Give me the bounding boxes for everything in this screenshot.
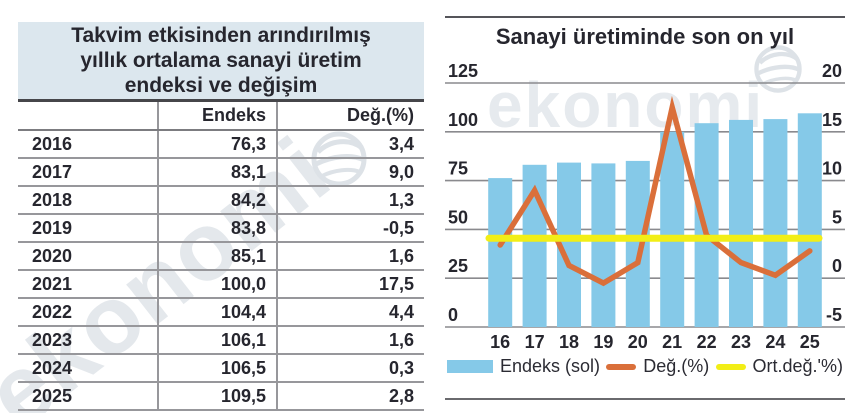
year-cell: 2022 xyxy=(32,301,73,322)
year-cell: 2023 xyxy=(32,329,73,350)
chart-title: Sanayi üretiminde son on yıl xyxy=(495,24,795,49)
deg-line xyxy=(497,95,813,287)
endeks-cell: 76,3 xyxy=(157,131,276,157)
right-axis-tick-label: 5 xyxy=(832,207,842,227)
endeks-bar xyxy=(591,163,616,327)
left-axis-tick-label: 125 xyxy=(448,61,478,81)
x-axis-year-label: 25 xyxy=(800,332,820,352)
endeks-cell: 84,2 xyxy=(157,187,276,213)
x-axis-year-label: 16 xyxy=(490,332,510,352)
endeks-bar xyxy=(625,160,650,327)
table-title: Takvim etkisinden arındırılmış yıllık or… xyxy=(18,22,424,99)
year-cell: 2017 xyxy=(32,161,73,182)
x-axis-year-label: 24 xyxy=(765,332,785,352)
right-axis-tick-label: 15 xyxy=(822,110,842,130)
table-rows: 2016 76,3 3,4 2017 83,1 9,0 2018 84,2 1,3 2019 83,… xyxy=(18,131,424,411)
deg-cell: 3,4 xyxy=(276,131,424,157)
data-table: Endeks Değ.(%) 2016 76,3 3,4 2017 83,1 9,0 201… xyxy=(18,99,424,411)
x-axis-year-label: 22 xyxy=(697,332,717,352)
table-panel: ekonomi Takvim etkisinden arındırılmış y… xyxy=(0,22,424,413)
right-axis-tick-label: 10 xyxy=(822,159,842,179)
legend-swatch-line-icon xyxy=(606,363,637,370)
table-title-line3: endeksi ve değişim xyxy=(124,74,318,97)
table-row: 2024 106,5 0,3 xyxy=(18,355,424,383)
left-axis-tick-label: 50 xyxy=(448,207,468,227)
x-axis-year-label: 17 xyxy=(525,332,545,352)
endeks-bar xyxy=(729,119,753,328)
deg-cell: 2,8 xyxy=(276,383,424,409)
deg-column-header: Değ.(%) xyxy=(276,102,424,129)
endeks-cell: 83,8 xyxy=(157,215,276,241)
year-cell: 2025 xyxy=(32,385,73,406)
endeks-cell: 106,5 xyxy=(157,355,276,381)
year-cell: 2018 xyxy=(32,189,73,210)
x-axis-year-label: 20 xyxy=(628,332,648,352)
left-axis-tick-label: 0 xyxy=(448,305,458,325)
right-axis-tick-label: -5 xyxy=(826,305,842,325)
endeks-column-header: Endeks xyxy=(157,102,276,129)
legend-label: Değ.(%) xyxy=(643,356,710,376)
table-row: 2021 100,0 17,5 xyxy=(18,271,424,299)
left-axis-tick-label: 25 xyxy=(448,256,468,276)
chart-legend: Endeks (sol) Değ.(%) Ort.değ.'%) xyxy=(447,356,843,377)
deg-cell: 1,3 xyxy=(276,187,424,213)
globe-watermark-icon xyxy=(754,45,802,93)
endeks-cell: 109,5 xyxy=(157,383,276,409)
endeks-cell: 85,1 xyxy=(157,243,276,269)
endeks-cell: 83,1 xyxy=(157,159,276,185)
table-row: 2019 83,8 -0,5 xyxy=(18,215,424,243)
table-row: 2018 84,2 1,3 xyxy=(18,187,424,215)
year-cell: 2019 xyxy=(32,217,73,238)
legend-swatch-bar-icon xyxy=(447,360,493,373)
table-header-row: Endeks Değ.(%) xyxy=(18,99,424,131)
legend-item: Endeks (sol) xyxy=(447,356,600,377)
legend-swatch-line-icon xyxy=(715,363,746,370)
year-cell: 2021 xyxy=(32,273,73,294)
x-axis-year-label: 19 xyxy=(593,332,613,352)
table-row: 2016 76,3 3,4 xyxy=(18,131,424,159)
year-column-header xyxy=(18,102,157,129)
endeks-bar xyxy=(797,113,822,327)
x-axis-year-label: 23 xyxy=(731,332,751,352)
table-row: 2017 83,1 9,0 xyxy=(18,159,424,187)
year-cell: 2024 xyxy=(32,357,73,378)
legend-label: Endeks (sol) xyxy=(500,356,601,376)
deg-cell: 1,6 xyxy=(276,243,424,269)
industry-production-chart: 0 25 50 75 100 125 -5 0 5 10 15 20 16 17 18 19 20 21 22 23 2… xyxy=(445,61,845,352)
legend-item: Ort.değ.'%) xyxy=(715,356,843,377)
table-row: 2020 85,1 1,6 xyxy=(18,243,424,271)
endeks-bar xyxy=(763,119,788,327)
table-row: 2025 109,5 2,8 xyxy=(18,383,424,411)
bottom-rule xyxy=(445,398,845,400)
top-rule xyxy=(445,16,845,18)
deg-cell: 4,4 xyxy=(276,299,424,325)
endeks-cell: 106,1 xyxy=(157,327,276,353)
right-axis-tick-label: 0 xyxy=(832,256,842,276)
deg-cell: 0,3 xyxy=(276,355,424,381)
x-axis-year-label: 18 xyxy=(559,332,579,352)
deg-cell: -0,5 xyxy=(276,215,424,241)
table-row: 2022 104,4 4,4 xyxy=(18,299,424,327)
year-cell: 2016 xyxy=(32,133,73,154)
endeks-cell: 104,4 xyxy=(157,299,276,325)
left-axis-tick-label: 75 xyxy=(448,159,468,179)
chart-panel: ekonomi Sanayi üretiminde son on yıl 0 25… xyxy=(445,0,845,413)
table-row: 2023 106,1 1,6 xyxy=(18,327,424,355)
deg-cell: 17,5 xyxy=(276,271,424,297)
endeks-bar xyxy=(660,131,685,327)
legend-item: Değ.(%) xyxy=(606,356,709,377)
endeks-cell: 100,0 xyxy=(157,271,276,297)
year-cell: 2020 xyxy=(32,245,73,266)
x-axis-year-label: 21 xyxy=(662,332,682,352)
table-title-line2: yıllık ortalama sanayi üretim xyxy=(80,49,362,72)
left-axis-tick-label: 100 xyxy=(448,110,478,130)
deg-cell: 9,0 xyxy=(276,159,424,185)
legend-label: Ort.değ.'%) xyxy=(752,356,843,376)
right-axis-tick-label: 20 xyxy=(822,61,842,81)
endeks-bar xyxy=(488,178,513,327)
table-title-line1: Takvim etkisinden arındırılmış xyxy=(71,24,371,47)
deg-cell: 1,6 xyxy=(276,327,424,353)
